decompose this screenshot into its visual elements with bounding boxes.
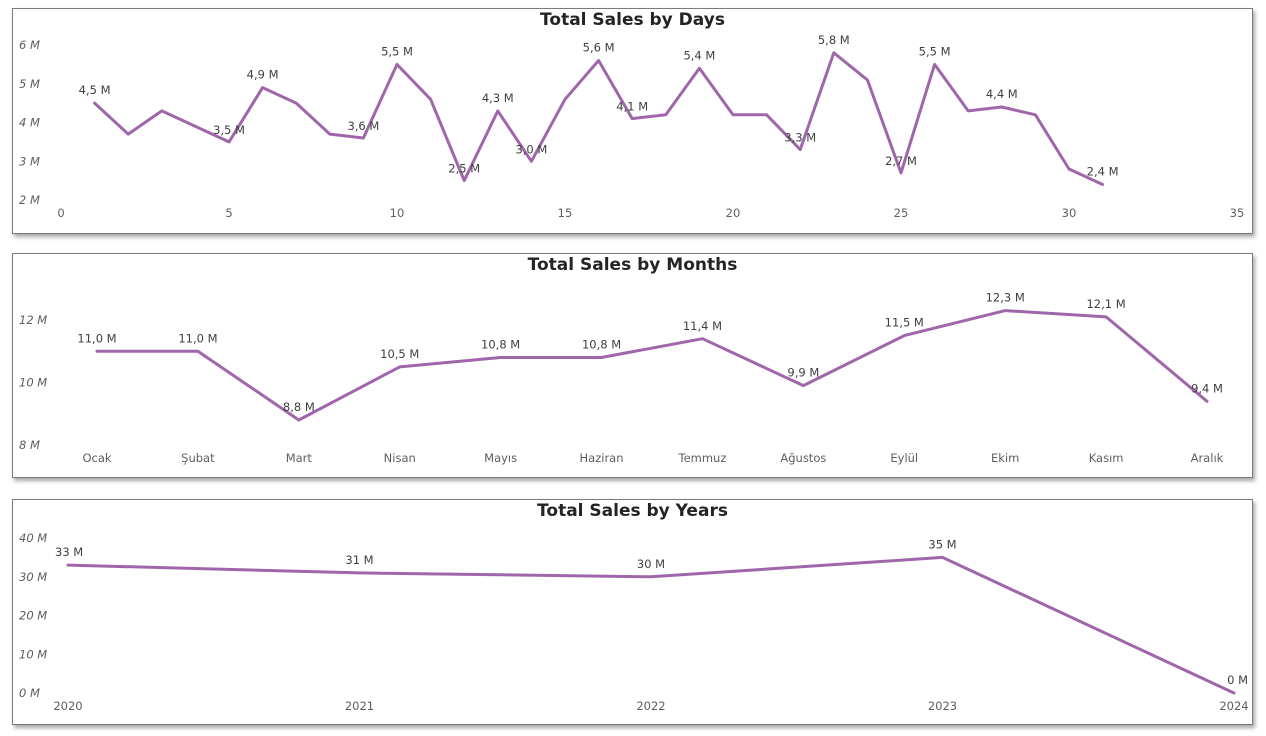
data-label: 12,1 M [1086, 297, 1125, 311]
data-label: 11,0 M [178, 331, 217, 345]
data-label: 4,4 M [986, 87, 1018, 101]
data-label: 3,3 M [784, 131, 816, 145]
data-label: 4,5 M [79, 83, 111, 97]
years-chart-title: Total Sales by Years [537, 501, 728, 521]
x-tick-label: Şubat [181, 451, 215, 465]
x-tick-label: Mart [286, 451, 313, 465]
days-series-line [93, 51, 1105, 186]
y-tick-label: 10 M [19, 647, 47, 661]
x-tick-label: Aralık [1191, 451, 1224, 465]
years-series-line [66, 555, 1236, 695]
months-chart-title: Total Sales by Months [527, 255, 738, 275]
x-tick-label: 5 [225, 206, 232, 220]
data-label: 11,5 M [885, 316, 924, 330]
years-chart-panel[interactable]: Total Sales by Years 0 M 10 M 20 M 30 M 40 M… [12, 499, 1253, 725]
y-tick-label: 30 M [19, 570, 47, 584]
data-label: 2,7 M [885, 154, 917, 168]
y-tick-label: 0 M [19, 686, 40, 700]
data-label: 11,0 M [77, 331, 116, 345]
x-tick-label: 20 [726, 206, 741, 220]
y-tick-label: 6 M [19, 38, 40, 52]
months-line-chart[interactable]: 8 M 10 M 12 M Ocak Şubat Mart Nisan Mayıs Hazira… [13, 254, 1252, 477]
data-label: 10,8 M [582, 338, 621, 352]
x-tick-label: Ocak [82, 451, 111, 465]
data-label: 11,4 M [683, 319, 722, 333]
data-label: 4,1 M [616, 100, 648, 114]
x-tick-label: 35 [1230, 206, 1245, 220]
data-label: 3,6 M [347, 119, 379, 133]
x-tick-label: 25 [894, 206, 909, 220]
x-tick-label: Nisan [384, 451, 416, 465]
data-label: 4,3 M [482, 91, 514, 105]
data-label: 3,0 M [515, 142, 547, 156]
x-tick-label: 2023 [928, 699, 957, 713]
y-tick-label: 5 M [19, 77, 40, 91]
data-label: 9,9 M [787, 366, 819, 380]
days-line-chart[interactable]: 2 M 3 M 4 M 5 M 6 M 0 5 10 15 20 25 30 35 4,5 M 3,5 M 4… [13, 9, 1252, 233]
x-tick-label: 0 [57, 206, 64, 220]
y-tick-label: 12 M [19, 313, 47, 327]
x-tick-label: 2022 [636, 699, 665, 713]
x-tick-label: Eylül [890, 451, 918, 465]
data-label: 5,5 M [381, 44, 413, 58]
data-label: 33 M [55, 545, 83, 559]
data-label: 2,4 M [1087, 165, 1119, 179]
y-tick-label: 3 M [19, 154, 40, 168]
days-chart-panel[interactable]: Total Sales by Days 2 M 3 M 4 M 5 M 6 M 0 5 10 1… [12, 8, 1253, 234]
data-label: 5,5 M [919, 44, 951, 58]
data-label: 4,9 M [247, 68, 279, 82]
x-tick-label: 2020 [53, 699, 82, 713]
data-label: 5,6 M [583, 41, 615, 55]
y-tick-label: 8 M [19, 438, 40, 452]
data-label: 5,8 M [818, 33, 850, 47]
x-tick-label: Mayıs [484, 451, 517, 465]
x-tick-label: Ağustos [780, 451, 826, 465]
y-tick-label: 10 M [19, 376, 47, 390]
x-tick-label: 10 [390, 206, 405, 220]
days-chart-title: Total Sales by Days [540, 10, 725, 30]
x-tick-label: 15 [558, 206, 573, 220]
x-tick-label: Haziran [580, 451, 624, 465]
y-tick-label: 4 M [19, 116, 40, 130]
data-label: 30 M [637, 557, 665, 571]
data-label: 3,5 M [213, 123, 245, 137]
x-tick-label: Temmuz [678, 451, 727, 465]
months-series-line [95, 309, 1209, 422]
y-tick-label: 20 M [19, 609, 47, 623]
y-tick-label: 40 M [19, 531, 47, 545]
data-label: 2,5 M [448, 162, 480, 176]
data-label: 35 M [928, 537, 956, 551]
x-tick-label: 2024 [1219, 699, 1248, 713]
x-tick-label: 2021 [345, 699, 374, 713]
years-line-chart[interactable]: 0 M 10 M 20 M 30 M 40 M 2020 2021 2022 2023 2024 3… [13, 500, 1252, 724]
data-label: 10,5 M [380, 347, 419, 361]
data-label: 9,4 M [1191, 381, 1223, 395]
data-label: 8,8 M [283, 400, 315, 414]
data-label: 12,3 M [986, 291, 1025, 305]
data-label: 0 M [1227, 673, 1248, 687]
data-label: 5,4 M [683, 48, 715, 62]
data-label: 10,8 M [481, 338, 520, 352]
y-tick-label: 2 M [19, 193, 40, 207]
x-tick-label: Kasım [1089, 451, 1124, 465]
x-tick-label: 30 [1062, 206, 1077, 220]
x-tick-label: Ekim [991, 451, 1019, 465]
months-chart-panel[interactable]: Total Sales by Months 8 M 10 M 12 M Ocak Şub… [12, 253, 1253, 478]
data-label: 31 M [345, 553, 373, 567]
